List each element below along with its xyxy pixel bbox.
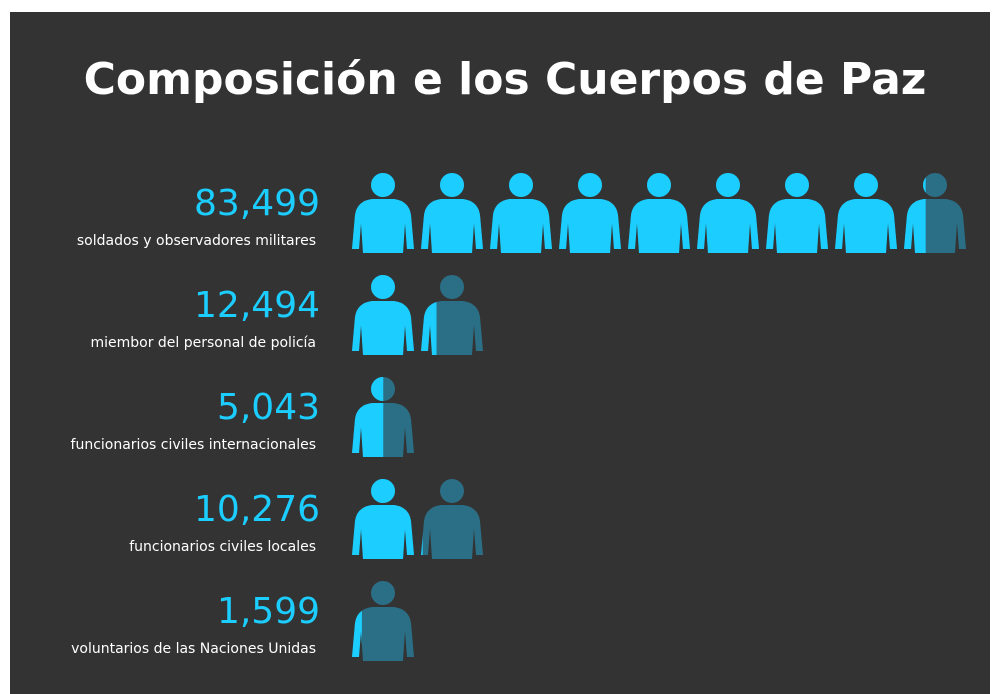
chart-title: Composición e los Cuerpos de Paz (84, 54, 927, 105)
person-icon (352, 173, 414, 253)
background (10, 12, 990, 694)
icon-head (440, 479, 464, 503)
icon-fill (352, 275, 414, 355)
person-icon (559, 173, 621, 253)
icon-body (421, 301, 483, 355)
icon-head (371, 581, 395, 605)
person-icon (352, 581, 414, 661)
icon-head (440, 173, 464, 197)
icon-head (716, 173, 740, 197)
icon-fill (835, 173, 897, 253)
icon-head (371, 479, 395, 503)
icon-body (352, 301, 414, 355)
icon-fill (421, 173, 483, 253)
icon-body (421, 302, 437, 355)
category-label: funcionarios civiles internacionales (71, 437, 316, 453)
value-label: 1,599 (217, 591, 320, 632)
icon-fill (421, 302, 437, 355)
icon-fill (352, 610, 362, 657)
person-icon (904, 173, 966, 253)
icon-body (352, 199, 414, 253)
icon-fill (352, 173, 414, 253)
category-label: miembor del personal de policía (90, 335, 316, 351)
icon-head (854, 173, 878, 197)
value-label: 10,276 (194, 489, 320, 530)
icon-body (835, 199, 897, 253)
icon-head (371, 173, 395, 197)
icon-fill (628, 173, 690, 253)
icon-body (352, 607, 414, 661)
icon-head (578, 173, 602, 197)
icon-head (923, 173, 947, 197)
icon-head (647, 173, 671, 197)
icon-fill (559, 173, 621, 253)
icon-body (559, 199, 621, 253)
icon-row (352, 275, 483, 355)
person-icon (352, 377, 414, 457)
person-icon (421, 173, 483, 253)
icon-head (509, 173, 533, 197)
person-icon (766, 173, 828, 253)
category-label: voluntarios de las Naciones Unidas (71, 641, 316, 657)
icon-row (352, 173, 966, 253)
icon-body (352, 610, 362, 657)
value-label: 83,499 (194, 183, 320, 224)
icon-fill (352, 479, 414, 559)
icon-head (371, 275, 395, 299)
icon-body (421, 505, 483, 559)
value-label: 5,043 (217, 387, 320, 428)
icon-body (766, 199, 828, 253)
icon-fill (766, 173, 828, 253)
person-icon (421, 275, 483, 355)
icon-head (371, 377, 384, 401)
person-icon (628, 173, 690, 253)
icon-fill (490, 173, 552, 253)
icon-head (923, 177, 926, 193)
icon-body (697, 199, 759, 253)
value-label: 12,494 (194, 285, 320, 326)
person-icon (835, 173, 897, 253)
icon-body (628, 199, 690, 253)
icon-body (352, 403, 384, 457)
icon-head (785, 173, 809, 197)
icon-body (352, 505, 414, 559)
person-icon (490, 173, 552, 253)
icon-row (352, 479, 483, 559)
icon-row (352, 377, 414, 457)
icon-fill (904, 177, 926, 253)
icon-row (352, 581, 414, 661)
person-icon (352, 479, 414, 559)
category-label: funcionarios civiles locales (129, 539, 316, 555)
icon-head (440, 275, 464, 299)
icon-fill (697, 173, 759, 253)
icon-body (490, 199, 552, 253)
icon-fill (352, 377, 384, 457)
person-icon (352, 275, 414, 355)
person-icon (421, 479, 483, 559)
category-label: soldados y observadores militares (77, 233, 316, 249)
person-icon (697, 173, 759, 253)
icon-body (904, 199, 926, 253)
icon-body (421, 199, 483, 253)
